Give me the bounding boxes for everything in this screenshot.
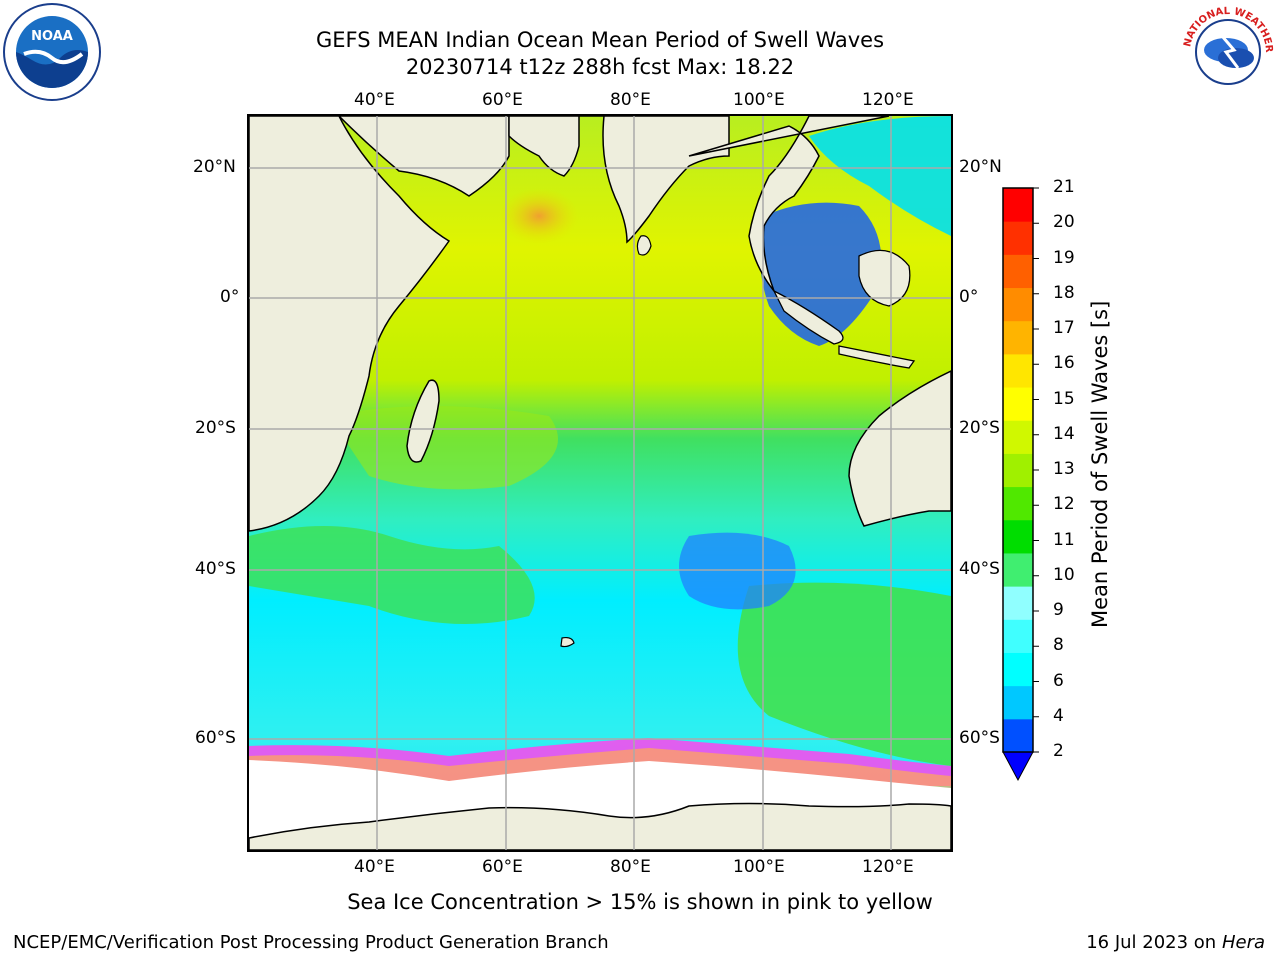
colorbar-tick-label: 11 [1053, 529, 1075, 550]
colorbar-tick-label: 16 [1053, 353, 1075, 374]
land-sumatra [772, 289, 844, 345]
map-gridlines [249, 116, 951, 850]
lat-label-left-0: 0° [220, 287, 240, 307]
nws-logo: NATIONAL WEATHER SERVICE [1174, 0, 1278, 106]
colorbar [1002, 187, 1039, 782]
colorbar-segment [1003, 453, 1033, 488]
lat-label-left-20n: 20°N [193, 157, 236, 177]
colorbar-segment [1003, 353, 1033, 388]
colorbar-segment [1003, 619, 1033, 653]
lon-label-bottom-120e: 120°E [862, 857, 914, 877]
colorbar-segment [1003, 320, 1033, 355]
colorbar-tick-label: 12 [1053, 494, 1075, 515]
lon-label-bottom-60e: 60°E [482, 857, 523, 877]
land-java [838, 345, 916, 369]
colorbar-tick-label: 6 [1053, 670, 1064, 691]
colorbar-segment [1003, 718, 1033, 753]
colorbar-segment [1003, 552, 1033, 587]
colorbar-segment [1003, 586, 1033, 620]
colorbar-tick-label: 8 [1053, 635, 1064, 656]
colorbar-segment [1003, 254, 1033, 289]
lat-label-left-60s: 60°S [195, 728, 236, 748]
colorbar-tick-label: 19 [1053, 247, 1075, 268]
colorbar-tick-label: 9 [1053, 600, 1064, 620]
lat-label-left-20s: 20°S [195, 418, 236, 438]
footer-date: 16 Jul 2023 on Hera [1086, 932, 1265, 953]
lon-label-top-100e: 100°E [733, 90, 785, 110]
lon-label-top-40e: 40°E [354, 90, 395, 110]
swell-green-west [249, 526, 535, 624]
colorbar-tick-label: 2 [1053, 741, 1064, 761]
chart-subtitle: 20230714 t12z 288h fcst Max: 18.22 [405, 55, 795, 79]
land-pakistan [508, 116, 580, 177]
lat-label-right-40s: 40°S [959, 559, 1000, 579]
colorbar-segment [1003, 188, 1033, 222]
map-panel [247, 114, 953, 852]
colorbar-tick-label: 17 [1053, 318, 1075, 338]
lat-label-left-40s: 40°S [195, 559, 236, 579]
swell-yellowgreen-central [329, 406, 558, 490]
chart-title: GEFS MEAN Indian Ocean Mean Period of Sw… [315, 28, 885, 52]
colorbar-tick-label: 15 [1053, 388, 1075, 409]
colorbar-tick-label: 10 [1053, 564, 1075, 585]
colorbar-segment [1003, 287, 1033, 322]
colorbar-segment [1003, 519, 1033, 554]
lon-label-top-80e: 80°E [610, 90, 651, 110]
lon-label-bottom-100e: 100°E [733, 857, 785, 877]
colorbar-tick-label: 18 [1053, 282, 1075, 303]
swell-blue-patch [679, 532, 796, 610]
land-africa [249, 116, 451, 532]
colorbar-tick-label: 20 [1053, 212, 1075, 233]
noaa-logo-text: NOAA [31, 29, 73, 44]
swell-cyan-scs [809, 116, 951, 236]
lat-label-right-60s: 60°S [959, 728, 1000, 748]
colorbar-segment [1003, 685, 1033, 720]
colorbar-segment [1003, 387, 1033, 421]
swell-green-southeast [737, 582, 951, 766]
colorbar-segment [1003, 420, 1033, 454]
lon-label-bottom-80e: 80°E [610, 857, 651, 877]
land-indochina [688, 116, 890, 292]
lon-label-bottom-40e: 40°E [354, 857, 395, 877]
colorbar-segment [1003, 652, 1033, 687]
noaa-logo: NOAA [2, 2, 102, 106]
lon-label-top-120e: 120°E [862, 90, 914, 110]
colorbar-tick-label: 21 [1053, 177, 1075, 197]
land-antarctica [249, 802, 951, 850]
colorbar-tick-label: 14 [1053, 423, 1075, 444]
footer-credit: NCEP/EMC/Verification Post Processing Pr… [13, 932, 609, 953]
land-india [579, 116, 730, 244]
colorbar-tick-label: 4 [1053, 705, 1064, 726]
colorbar-tick-label: 13 [1053, 459, 1075, 479]
colorbar-segment [1003, 486, 1033, 521]
land-sri-lanka [636, 235, 652, 256]
lat-label-right-20n: 20°N [959, 157, 1002, 177]
swell-period-map [249, 116, 951, 850]
colorbar-underflow-arrow [1002, 751, 1034, 782]
land-borneo [858, 249, 911, 307]
land-arabia [249, 116, 510, 197]
colorbar-label: Mean Period of Swell Waves [s] [1088, 300, 1112, 628]
lat-label-right-0: 0° [959, 287, 979, 307]
lon-label-top-60e: 60°E [482, 90, 523, 110]
land-madagascar [406, 379, 440, 463]
sea-ice-note: Sea Ice Concentration > 15% is shown in … [347, 890, 933, 914]
footer-host: Hera [1221, 932, 1265, 953]
footer-date-text: 16 Jul 2023 on [1086, 932, 1222, 953]
land-kerguelen [560, 636, 575, 648]
swell-orange-arabian-sea [499, 188, 579, 244]
colorbar-segment [1003, 221, 1033, 255]
lat-label-right-20s: 20°S [959, 418, 1000, 438]
